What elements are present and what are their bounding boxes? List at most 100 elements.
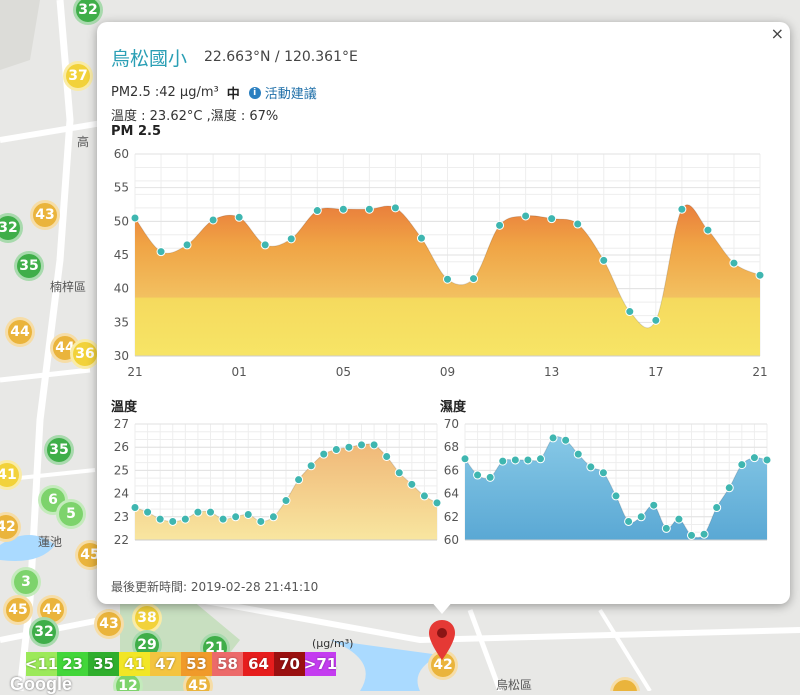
humidity-chart: 60 62 64 66 68 70 (444, 417, 772, 547)
google-logo: Google (10, 674, 72, 694)
data-point (155, 514, 165, 524)
data-point (281, 496, 291, 506)
temp-chart: 22 23 24 25 26 27 (114, 417, 442, 547)
y-tick-label: 55 (114, 181, 129, 195)
pm-chart-title: PM 2.5 (111, 124, 162, 139)
legend-item: 23 (57, 652, 88, 676)
data-point (573, 219, 583, 229)
data-point (243, 509, 253, 519)
data-point (677, 204, 687, 214)
data-point (749, 453, 759, 463)
map-marker[interactable]: 35 (14, 251, 44, 281)
map-marker[interactable]: 41 (0, 460, 22, 490)
info-icon[interactable]: i (248, 86, 261, 99)
y-tick-label: 22 (114, 533, 129, 547)
data-point (268, 512, 278, 522)
map-marker[interactable]: 3 (11, 567, 41, 597)
legend-item: >71 (304, 652, 337, 676)
data-point (286, 234, 296, 244)
data-point (193, 507, 203, 517)
data-point (168, 516, 178, 526)
y-tick-label: 70 (444, 417, 459, 431)
x-tick-label: 09 (440, 365, 455, 379)
map-marker[interactable]: 38 (132, 603, 162, 633)
y-tick-label: 60 (114, 147, 129, 161)
y-tick-label: 45 (114, 248, 129, 262)
station-coordinates: 22.663°N / 120.361°E (204, 49, 358, 65)
pm-legend: <11 23 35 41 47 53 58 64 70 >71 (25, 652, 337, 676)
data-point (256, 516, 266, 526)
data-point (206, 507, 215, 517)
legend-item: 53 (181, 652, 212, 676)
close-icon[interactable]: × (770, 24, 784, 43)
data-point (443, 274, 452, 284)
map-marker[interactable]: 5 (56, 499, 86, 529)
data-point (624, 516, 634, 526)
legend-item: 64 (243, 652, 274, 676)
map-marker[interactable]: 35 (44, 435, 74, 465)
pm-level: 中 (226, 87, 240, 102)
data-point (394, 468, 404, 478)
map-marker[interactable]: 45 (3, 595, 33, 625)
data-point (407, 479, 417, 489)
data-point (357, 440, 366, 450)
temp-chart-title: 溫度 (111, 400, 138, 415)
data-point (498, 456, 508, 466)
y-tick-label: 25 (114, 463, 129, 477)
map-place-label: 楠梓區 (50, 280, 87, 294)
x-tick-label: 13 (544, 365, 559, 379)
data-point (130, 503, 140, 513)
data-point (712, 503, 722, 513)
y-tick-label: 64 (444, 487, 459, 501)
data-point (485, 472, 495, 482)
legend-item: 58 (212, 652, 243, 676)
legend-item: <11 (25, 652, 58, 676)
y-tick-label: 66 (444, 463, 459, 477)
x-tick-label: 21 (752, 365, 767, 379)
map-place-label: 蓮池 (38, 535, 63, 549)
data-point (636, 512, 646, 522)
data-point (755, 270, 765, 280)
data-point (674, 514, 684, 524)
legend-item: 41 (119, 652, 150, 676)
data-point (703, 225, 713, 235)
map-marker[interactable]: 32 (0, 213, 23, 243)
data-point (344, 442, 354, 452)
y-tick-label: 23 (114, 510, 129, 524)
map-marker[interactable]: 42 (0, 512, 21, 542)
data-point (338, 204, 348, 214)
advice-link[interactable]: 活動建議 (264, 87, 317, 102)
map-marker[interactable]: 43 (30, 200, 60, 230)
data-point (598, 468, 608, 478)
data-point (762, 455, 772, 465)
y-tick-label: 26 (114, 440, 129, 454)
station-popup: × 烏松國小 22.663°N / 120.361°E PM2.5 :42 μg… (97, 22, 790, 604)
map-marker[interactable]: 36 (70, 339, 100, 369)
map-marker[interactable]: 45 (183, 671, 213, 691)
data-point (523, 455, 533, 465)
map-marker[interactable]: 43 (94, 609, 124, 639)
legend-item: 35 (88, 652, 119, 676)
y-tick-label: 62 (444, 510, 459, 524)
data-point (294, 475, 304, 485)
data-point (729, 258, 739, 268)
y-tick-label: 60 (444, 533, 459, 547)
y-tick-label: 24 (114, 487, 129, 501)
pm-chart: 30 35 40 45 50 55 60 21 01 05 09 13 17 21 (114, 147, 768, 379)
y-tick-label: 27 (114, 417, 129, 431)
map-marker[interactable]: 32 (29, 617, 59, 647)
data-point (599, 255, 609, 265)
map-marker[interactable]: 44 (5, 317, 35, 347)
data-point (306, 461, 316, 471)
data-point (625, 307, 635, 317)
map-marker[interactable]: 37 (63, 61, 93, 91)
data-point (156, 247, 166, 257)
data-point (611, 491, 621, 501)
data-point (331, 445, 341, 455)
data-point (130, 213, 140, 223)
map-pin-icon[interactable] (429, 620, 455, 664)
data-point (649, 500, 659, 510)
data-point (208, 215, 218, 225)
data-point (536, 454, 545, 464)
map-marker[interactable]: 32 (73, 0, 103, 25)
